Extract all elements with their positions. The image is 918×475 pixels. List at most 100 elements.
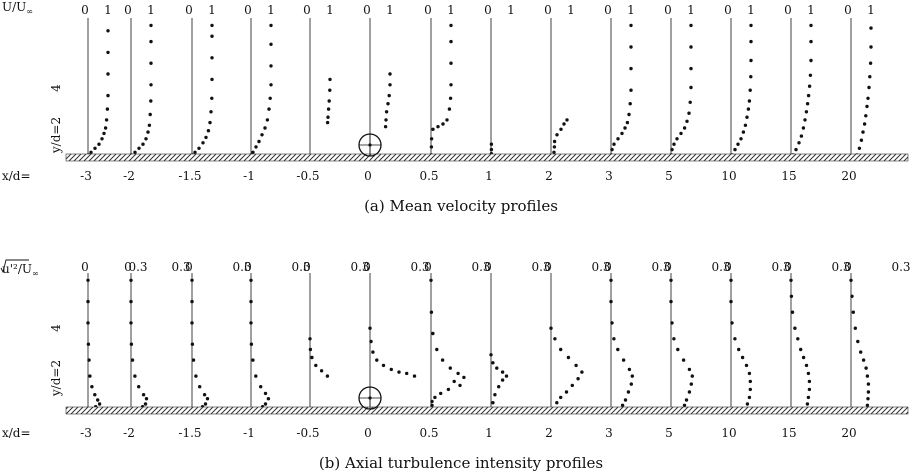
x-station-label: 0 [364,426,372,440]
profile-point [190,278,194,282]
profile-point [610,321,614,325]
profile-point [684,398,689,402]
scale-label-zero: 0 [664,3,672,17]
profile-point [807,387,812,392]
station-m3: 0 0.3 [81,260,148,409]
profile-point [609,299,613,304]
x-station-label: 3 [605,169,613,183]
scale-label-zero: 0 [81,3,89,17]
station-0p5: 0 0.3 [424,260,491,408]
profile-point [740,355,745,360]
profile-point [137,146,141,150]
scale-label-max: 0.3 [771,260,790,274]
caption-a: (a) Mean velocity profiles [364,197,558,215]
profile-point [433,395,437,400]
profile-point [206,129,211,133]
profile-point [328,77,332,82]
profile-point [369,339,373,344]
profile-point [687,390,692,394]
profile-point [626,390,631,394]
scale-label-max: 1 [567,3,575,17]
profile-point [269,83,273,87]
scale-label-max: 0.3 [350,260,369,274]
profile-point [97,142,101,146]
profile-point [864,114,868,118]
profile-point [868,61,873,65]
profile-point [748,379,752,384]
scale-label-max: 1 [104,3,112,17]
profile-point [741,130,746,134]
scale-label-max: 0.3 [410,260,429,274]
profile-point [263,391,268,396]
panel-turbulence-intensity: u'²/U∞ 4 y/d=2 0 0.30 0.30 0.30 0.30 0.30 0.30… [0,259,911,472]
profile-point [868,75,872,79]
profile-point [610,147,614,152]
profile-point [452,379,456,384]
profile-point [375,358,379,362]
scale-label-max: 1 [687,3,695,17]
profile-point [133,150,137,154]
profile-point [103,126,108,130]
profile-point [449,61,453,65]
profile-point [210,96,214,101]
x-station-label: 0.5 [419,426,438,440]
profile-point [552,139,557,144]
profile-point [794,147,798,152]
profile-point [616,347,620,352]
profile-point [436,125,440,129]
x-station-label: -0.5 [296,169,319,183]
profile-point [747,395,752,400]
profile-point [87,358,91,362]
scale-label-zero: 0 [363,3,371,17]
axis-label-velocity: U/U∞ [2,0,33,16]
profile-point [629,382,633,386]
profile-point [268,96,272,101]
scale-label-max: 0.3 [232,260,251,274]
profile-point [147,123,152,128]
scale-label-max: 0.3 [531,260,550,274]
scale-label-zero: 0 [724,260,732,274]
profile-point [806,93,811,98]
profile-point [435,347,439,352]
station-5: 0 0.3 [664,260,731,408]
profile-point [670,321,674,325]
profile-point [574,363,578,368]
profile-point [491,361,495,365]
profile-point [204,135,208,140]
profile-point [384,118,388,122]
profile-point [669,278,673,282]
profile-point [197,146,201,150]
profile-point [504,374,509,378]
profile-point [749,39,753,44]
profile-point [729,278,733,282]
profile-point [106,50,110,55]
profile-point [564,390,569,394]
profile-point [748,88,752,92]
profile-point [405,371,409,376]
profile-point [862,122,867,126]
station-m1: 0 0.3 [244,260,311,409]
profile-point [130,358,135,362]
profile-point [314,363,318,368]
scale-label-max: 1 [208,3,216,17]
profile-point [869,26,873,30]
profile-point [748,387,752,392]
profile-point [859,350,863,354]
profile-point [621,358,626,362]
profile-point [129,299,133,304]
profile-point [809,58,813,63]
profile-point [866,382,871,386]
profile-point [249,278,253,282]
scale-label-max: 0.3 [171,260,190,274]
profile-point [397,370,401,374]
profile-point [687,111,691,115]
profile-point [669,299,673,304]
wall-strip [65,406,909,415]
